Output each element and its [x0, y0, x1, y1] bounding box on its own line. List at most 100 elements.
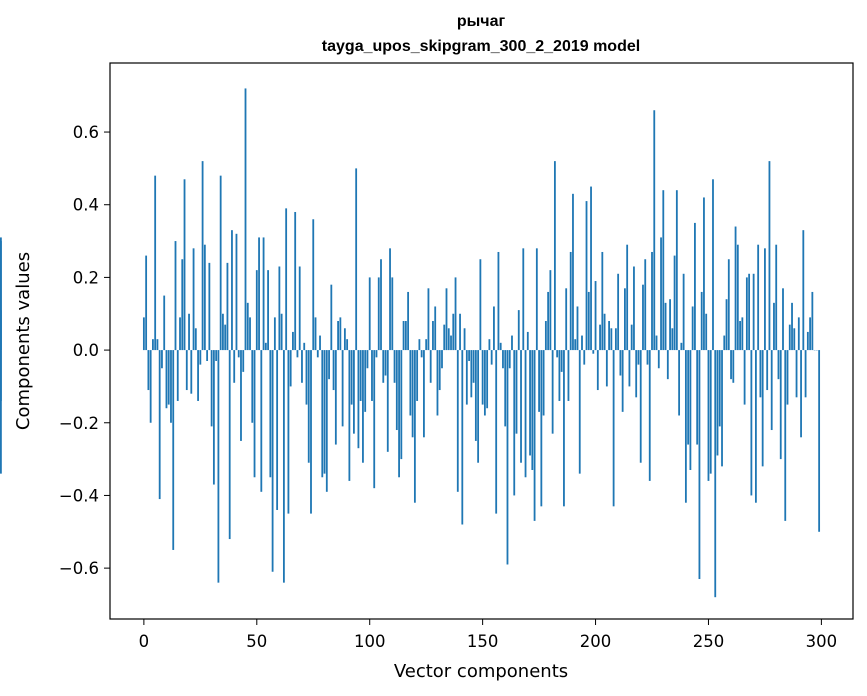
bar-component-121 [416, 350, 419, 401]
bar-component-204 [603, 313, 606, 351]
bar-component-132 [441, 350, 443, 369]
bar-component-7 [158, 350, 161, 500]
bar-component-173 [533, 350, 536, 521]
bar-component-3 [149, 350, 152, 423]
bar-component-141 [461, 350, 464, 525]
bar-component-169 [524, 350, 527, 478]
bar-component-192 [576, 306, 579, 351]
bar-component-199 [592, 350, 595, 354]
bar-component-28 [206, 350, 209, 361]
bar-component-106 [382, 350, 385, 383]
bar-component-70 [301, 350, 303, 383]
bar-component-273 [759, 350, 762, 398]
y-tick-label: 0.4 [73, 196, 99, 215]
bar-component-225 [651, 251, 653, 351]
bar-component-285 [786, 350, 789, 405]
bar-component-191 [574, 339, 577, 351]
bar-component-235 [673, 255, 676, 351]
bar-component-85 [334, 350, 337, 445]
bar-component-257 [723, 335, 726, 351]
bar-component-164 [513, 350, 516, 496]
x-axis-label: Vector components [394, 661, 568, 682]
bar-component-265 [741, 317, 744, 351]
bar-component-248 [703, 197, 705, 351]
bar-component-31 [212, 350, 215, 485]
bar-component-122 [418, 339, 421, 351]
bar-component-134 [445, 288, 448, 351]
bar-component-276 [766, 350, 769, 391]
bar-component-109 [389, 248, 391, 351]
bar-component-37 [226, 262, 229, 351]
bar-component-138 [454, 277, 457, 351]
bar-component-79 [321, 350, 324, 478]
bar-component-45 [244, 88, 247, 351]
bar-component-53 [262, 237, 265, 351]
bar-component-253 [714, 350, 717, 598]
bar-component-130 [436, 350, 439, 416]
bar-component-178 [544, 321, 547, 351]
bar-component-52 [260, 350, 263, 492]
bar-component-59 [276, 350, 279, 510]
bar-component-9 [163, 295, 166, 351]
bar-component-243 [691, 306, 694, 351]
bar-component-220 [639, 350, 642, 463]
bar-component-231 [664, 302, 667, 351]
y-tick-label: 0.2 [73, 268, 99, 287]
bar-component-145 [470, 350, 473, 398]
bar-component-149 [479, 259, 482, 351]
bar-component-147 [474, 350, 477, 441]
bars-group [0, 88, 821, 598]
bar-component-96 [359, 350, 362, 401]
bar-component-211 [619, 350, 622, 376]
bar-component-280 [775, 244, 778, 351]
x-axis-ticks: 0 50 100 150 200 250 300 [139, 619, 837, 651]
bar-component-187 [565, 288, 568, 351]
bar-component-185 [560, 350, 563, 372]
bar-component-146 [472, 350, 475, 383]
bar-component-189 [569, 251, 572, 351]
bar-component-113 [398, 350, 400, 478]
x-tick-label: 200 [580, 632, 612, 651]
bar-component-99 [366, 350, 369, 369]
bar-component-234 [671, 328, 674, 351]
bar-component-82 [328, 350, 330, 380]
bar-component-119 [411, 350, 414, 438]
bar-component-115 [402, 321, 405, 351]
bar-component-5 [154, 175, 157, 351]
bar-component-247 [700, 291, 703, 351]
bar-component-223 [646, 350, 649, 365]
bar-component-81 [325, 350, 328, 492]
bar-component-44 [242, 350, 245, 372]
bar-component-undefined [0, 241, 2, 351]
bar-component-206 [608, 321, 610, 351]
bar-component-156 [495, 350, 498, 514]
bar-component-218 [635, 350, 638, 398]
bar-component-157 [497, 251, 500, 351]
bar-component-128 [432, 321, 434, 351]
bar-component-42 [237, 350, 240, 358]
bar-component-101 [371, 350, 373, 401]
bar-component-282 [779, 350, 782, 460]
bar-component-48 [251, 350, 254, 423]
bar-component-262 [734, 226, 737, 351]
bar-component-278 [770, 350, 773, 431]
bar-component-291 [800, 350, 802, 438]
bar-component-102 [373, 350, 376, 489]
bar-component-241 [687, 350, 690, 445]
bar-component-290 [797, 317, 800, 351]
bar-component-292 [802, 230, 805, 351]
bar-component-12 [170, 350, 172, 423]
bar-component-182 [553, 161, 556, 351]
x-tick-label: 250 [693, 632, 725, 651]
bar-component-166 [517, 310, 520, 351]
bar-component-213 [624, 288, 626, 351]
bar-component-111 [393, 350, 396, 383]
bar-component-46 [246, 302, 249, 351]
bar-component-175 [538, 350, 540, 412]
bar-component-168 [522, 248, 525, 351]
bar-component-240 [684, 350, 687, 503]
bar-component-104 [377, 277, 380, 351]
bar-component-90 [346, 339, 349, 351]
bar-component-153 [488, 339, 491, 351]
